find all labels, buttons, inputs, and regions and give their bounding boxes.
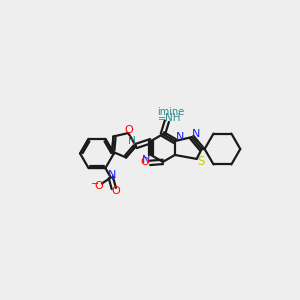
Text: H: H — [128, 136, 136, 146]
Text: N: N — [108, 169, 116, 180]
Text: S: S — [197, 155, 204, 168]
Text: O: O — [141, 157, 149, 167]
Text: imine: imine — [157, 107, 184, 117]
Text: N: N — [191, 129, 200, 139]
Text: N: N — [176, 132, 184, 142]
Text: +: + — [108, 173, 116, 182]
Text: O: O — [94, 182, 103, 191]
Text: O: O — [125, 124, 134, 135]
Text: NH: NH — [165, 113, 181, 123]
Text: O: O — [111, 186, 120, 197]
Text: N: N — [142, 155, 150, 165]
Text: =: = — [158, 114, 166, 124]
Text: −: − — [91, 179, 99, 190]
